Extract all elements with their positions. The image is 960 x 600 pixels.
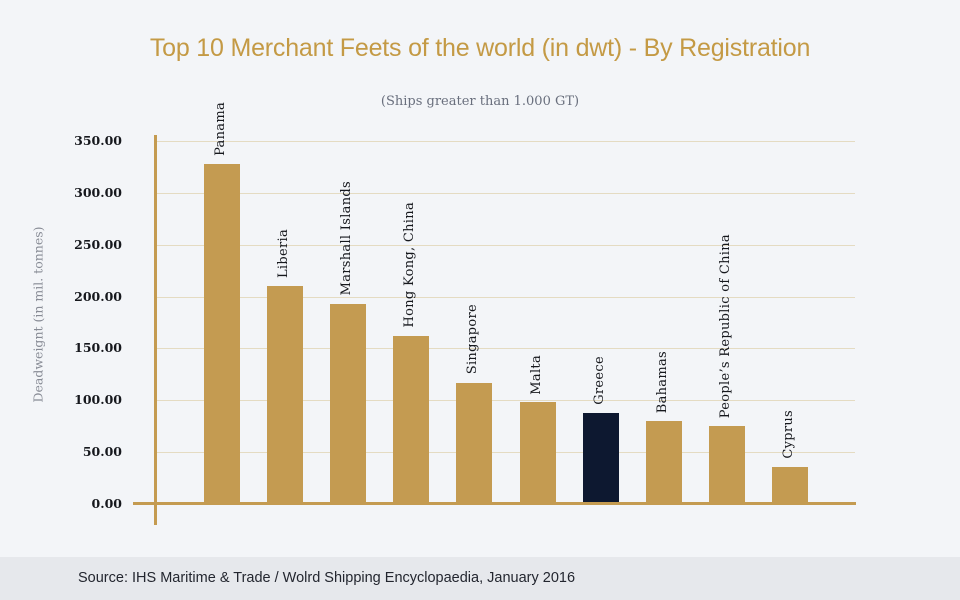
gridline-250 (155, 244, 855, 246)
bar-label-singapore: Singapore (465, 304, 481, 375)
bar-panama (204, 163, 240, 503)
chart-subtitle: (Ships greater than 1.000 GT) (380, 94, 580, 109)
bar-people-s-republic-of-china (708, 426, 745, 503)
bar-liberia (267, 286, 304, 503)
bar-label-people-s-republic-of-china: People’s Republic of China (717, 234, 733, 419)
y-axis-line (154, 135, 157, 525)
y-tick-label-150: 150.00 (74, 340, 122, 356)
y-tick-label-0: 0.00 (91, 496, 122, 511)
y-tick-label-300: 300.00 (74, 184, 122, 200)
bar-label-hong-kong-china: Hong Kong, China (402, 202, 418, 328)
source-band: Source: IHS Maritime & Trade / Wolrd Shi… (0, 557, 960, 600)
source-text: Source: IHS Maritime & Trade / Wolrd Shi… (78, 570, 576, 586)
bar-label-greece: Greece (591, 355, 607, 405)
bar-singapore (456, 382, 493, 503)
bar-label-bahamas: Bahamas (654, 350, 670, 414)
x-axis-line (133, 502, 856, 505)
bar-label-cyprus: Cyprus (780, 410, 796, 459)
gridline-100 (155, 400, 855, 402)
y-tick-label-250: 250.00 (74, 236, 122, 252)
gridline-350 (155, 141, 855, 142)
bar-label-panama: Panama (213, 101, 228, 156)
y-tick-label-350: 350.00 (74, 133, 122, 148)
bar-hong-kong-china (393, 335, 430, 503)
gridline-300 (155, 192, 855, 194)
gridline-150 (155, 348, 855, 350)
bar-label-malta: Malta (528, 354, 544, 395)
chart-title: Top 10 Merchant Feets of the world (in d… (149, 34, 811, 62)
bar-cyprus (771, 466, 808, 503)
bar-label-marshall-islands: Marshall Islands (339, 181, 355, 296)
gridline-200 (155, 296, 855, 298)
bar-malta (519, 402, 556, 503)
gridline-50 (155, 452, 855, 454)
bar-label-liberia: Liberia (276, 229, 292, 279)
y-tick-label-50: 50.00 (82, 444, 122, 460)
bar-marshall-islands (330, 303, 367, 503)
y-tick-label-200: 200.00 (74, 288, 122, 304)
bar-bahamas (645, 421, 682, 503)
bar-greece (582, 412, 619, 503)
y-tick-label-100: 100.00 (74, 392, 122, 408)
